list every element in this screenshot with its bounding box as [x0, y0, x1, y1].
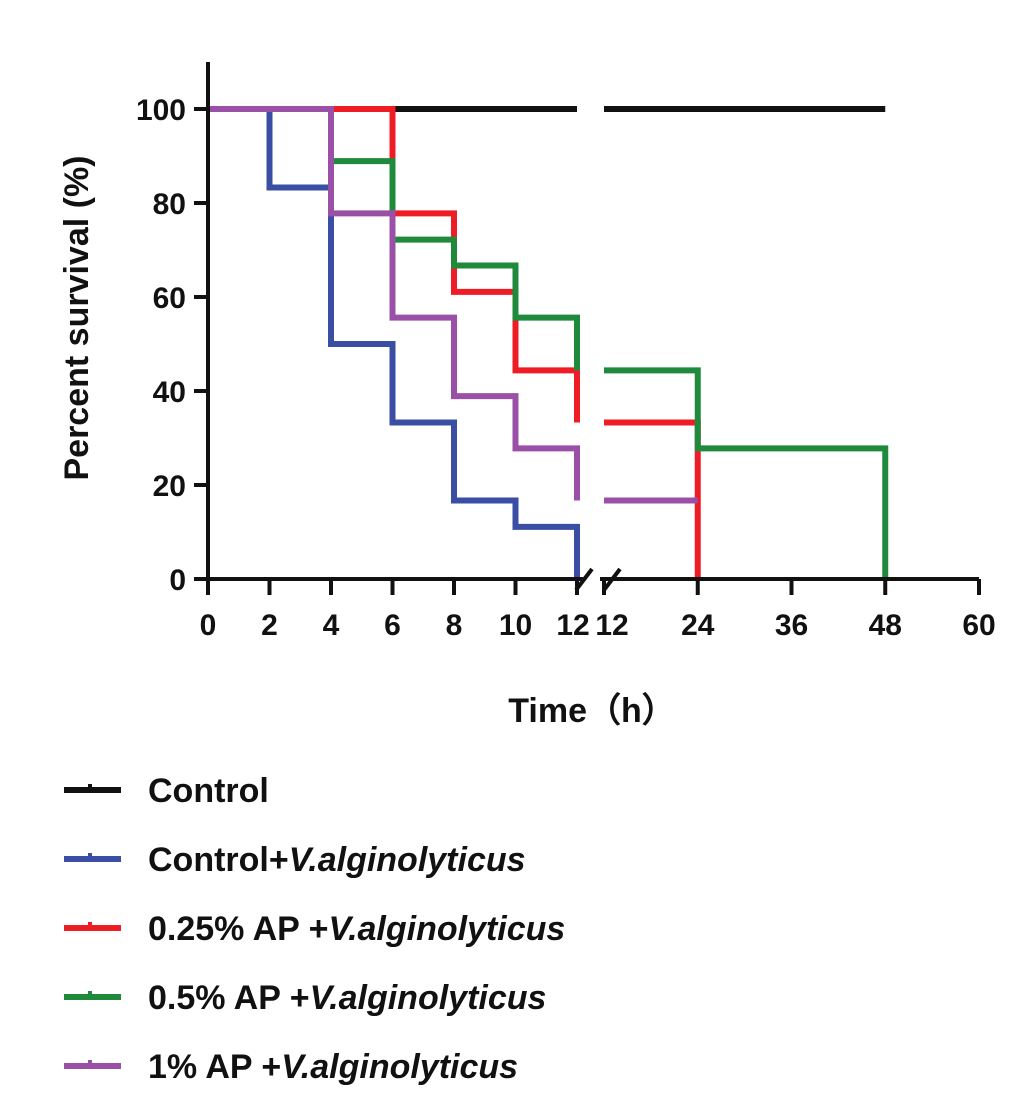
- x-tick-label: 10: [499, 609, 532, 642]
- y-axis-title: Percent survival (%): [58, 155, 96, 480]
- legend-entry-control-v-alginolyticus: Control+V.alginolyticus: [64, 841, 526, 879]
- curve-0-25-ap-v-alginolyticus-left: [208, 106, 580, 423]
- legend-label-species: V.alginolyticus: [310, 979, 547, 1017]
- axis-break-mark-right: [602, 567, 622, 592]
- legend-entry-0-25-ap-v-alginolyticus: 0.25% AP +V.alginolyticus: [64, 910, 565, 948]
- y-tick-label: 0: [169, 564, 186, 597]
- legend-label-prefix: Control+: [148, 841, 289, 879]
- x-tick-label: 48: [869, 609, 902, 642]
- x-tick-label: 8: [446, 609, 463, 642]
- x-tick-label: 60: [962, 609, 995, 642]
- y-tick-label: 40: [153, 376, 186, 409]
- legend-label-prefix: 1% AP +: [148, 1048, 281, 1086]
- y-tick-label: 80: [153, 188, 186, 221]
- legend-label: 1% AP +V.alginolyticus: [148, 1048, 518, 1086]
- survival-curves: [208, 106, 889, 579]
- x-tick-label: 36: [775, 609, 808, 642]
- legend-label: Control+V.alginolyticus: [148, 841, 526, 879]
- x-tick-label: 4: [323, 609, 340, 642]
- x-tick-label: 0: [200, 609, 217, 642]
- legend-label-prefix: Control: [148, 772, 269, 810]
- curve-1-ap-v-alginolyticus-left: [208, 106, 580, 501]
- legend-label: 0.25% AP +V.alginolyticus: [148, 910, 565, 948]
- x-tick-label: 2: [261, 609, 278, 642]
- legend-label: Control: [148, 772, 269, 810]
- legend-label: 0.5% AP +V.alginolyticus: [148, 979, 546, 1017]
- curve-control-v-alginolyticus-left: [208, 106, 580, 579]
- legend-label-species: V.alginolyticus: [281, 1048, 518, 1086]
- legend-label-prefix: 0.25% AP +: [148, 910, 329, 948]
- x-tick-label: 12: [595, 609, 628, 642]
- x-tick-label: 6: [384, 609, 401, 642]
- y-tick-label: 100: [136, 94, 186, 127]
- y-tick-label: 20: [153, 470, 186, 503]
- curve-0-5-ap-v-alginolyticus-right: [604, 367, 889, 579]
- x-tick-label: 24: [681, 609, 715, 642]
- x-axis-title: Time（h）: [508, 691, 676, 730]
- legend-label-prefix: 0.5% AP +: [148, 979, 310, 1017]
- x-tick-label: 12: [556, 609, 589, 642]
- y-tick-label: 60: [153, 282, 186, 315]
- legend-entry-0-5-ap-v-alginolyticus: 0.5% AP +V.alginolyticus: [64, 979, 546, 1017]
- legend-entry-1-ap-v-alginolyticus: 1% AP +V.alginolyticus: [64, 1048, 518, 1086]
- legend-label-species: V.alginolyticus: [329, 910, 566, 948]
- legend-label-species: V.alginolyticus: [289, 841, 526, 879]
- legend-entry-control: Control: [64, 772, 269, 810]
- axes: [194, 62, 981, 595]
